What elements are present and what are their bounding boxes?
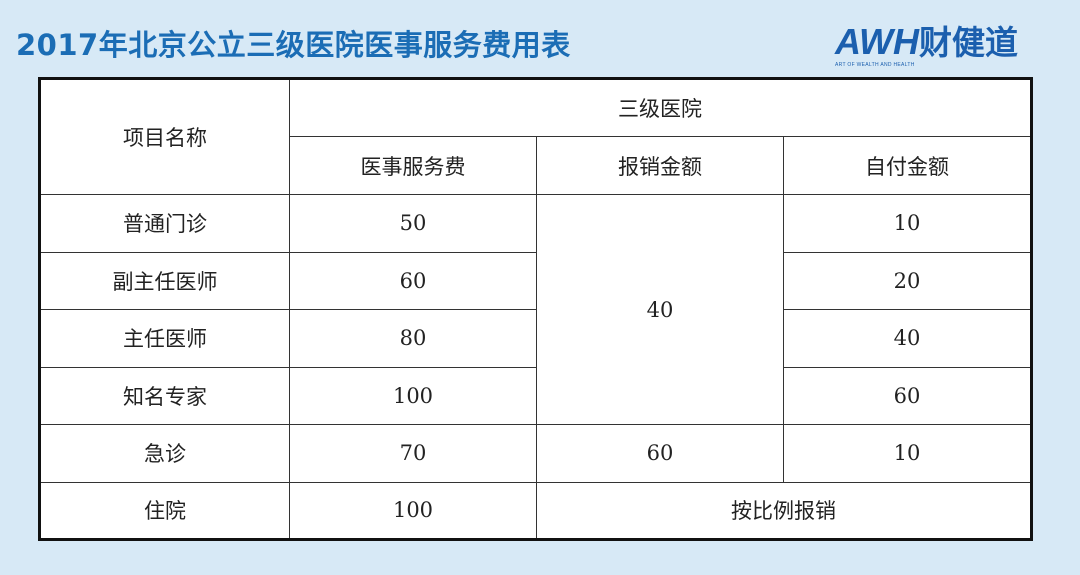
cell-self: 40 bbox=[783, 309, 1032, 368]
table-row: 主任医师 80 40 bbox=[39, 309, 1032, 368]
cell-name: 主任医师 bbox=[39, 309, 290, 368]
cell-self: 20 bbox=[783, 251, 1032, 310]
cell-name: 知名专家 bbox=[39, 366, 290, 425]
logo: AWH财健道 ART OF WEALTH AND HEALTH bbox=[835, 24, 1035, 72]
table-row: 副主任医师 60 20 bbox=[39, 251, 1032, 310]
cell-name: 住院 bbox=[39, 481, 290, 540]
logo-brand: AWH bbox=[835, 21, 919, 62]
table-row: 急诊 70 60 10 bbox=[39, 424, 1032, 483]
cell-self: 60 bbox=[783, 366, 1032, 425]
cell-reimburse-merged: 40 bbox=[536, 194, 784, 425]
header-item-name: 项目名称 bbox=[39, 78, 290, 195]
cell-name: 急诊 bbox=[39, 424, 290, 483]
cell-self: 10 bbox=[783, 424, 1032, 483]
table-row: 知名专家 100 60 bbox=[39, 366, 1032, 425]
fee-table: 项目名称 三级医院 医事服务费 报销金额 自付金额 普通门诊 50 40 10 … bbox=[38, 77, 1033, 541]
header-reimburse: 报销金额 bbox=[536, 136, 784, 195]
cell-fee: 60 bbox=[289, 251, 537, 310]
cell-name: 普通门诊 bbox=[39, 194, 290, 253]
cell-name: 副主任医师 bbox=[39, 251, 290, 310]
cell-fee: 100 bbox=[289, 481, 537, 540]
cell-fee: 100 bbox=[289, 366, 537, 425]
header-group: 三级医院 bbox=[289, 78, 1032, 137]
cell-fee: 50 bbox=[289, 194, 537, 253]
logo-brand-cn: 财健道 bbox=[919, 23, 1018, 62]
logo-tagline: ART OF WEALTH AND HEALTH bbox=[835, 62, 915, 68]
table-row: 普通门诊 50 40 10 bbox=[39, 194, 1032, 425]
cell-fee: 80 bbox=[289, 309, 537, 368]
page-title: 2017年北京公立三级医院医事服务费用表 bbox=[16, 28, 571, 62]
header-self-pay: 自付金额 bbox=[783, 136, 1032, 195]
table-row: 住院 100 按比例报销 bbox=[39, 481, 1032, 540]
header-fee: 医事服务费 bbox=[289, 136, 537, 195]
cell-reimburse: 60 bbox=[536, 424, 784, 483]
cell-self: 10 bbox=[783, 194, 1032, 253]
cell-reimburse-proportional: 按比例报销 bbox=[536, 481, 1032, 540]
cell-fee: 70 bbox=[289, 424, 537, 483]
